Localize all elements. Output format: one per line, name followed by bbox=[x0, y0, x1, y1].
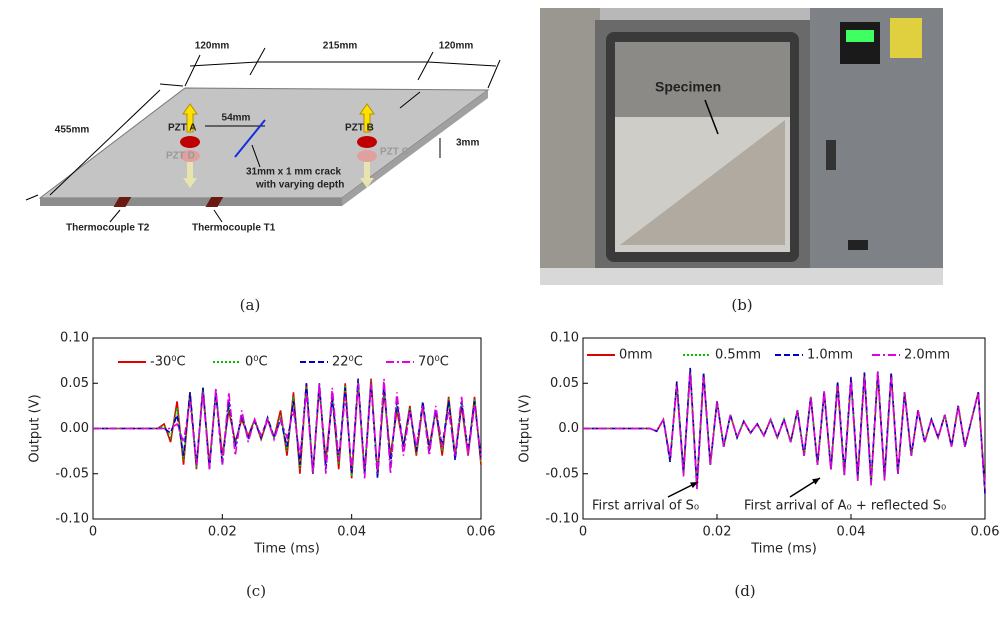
crack-label: 31mm x 1 mm crack bbox=[246, 167, 342, 178]
thermocouple-label: Thermocouple T2 bbox=[66, 223, 150, 234]
series-line bbox=[583, 369, 986, 492]
dimension: 455mm bbox=[55, 125, 90, 136]
arrow-down bbox=[360, 162, 374, 188]
dimension: 120mm bbox=[439, 41, 474, 52]
x-tick-label: 0.04 bbox=[337, 525, 366, 540]
photo-label: Specimen bbox=[655, 79, 721, 95]
annotation: First arrival of A₀ + reflected S₀ bbox=[744, 499, 946, 514]
x-tick-label: 0.02 bbox=[208, 525, 237, 540]
annotation-arrowhead bbox=[690, 482, 698, 489]
y-tick-label: -0.05 bbox=[55, 466, 89, 481]
sensor-label: PZT C bbox=[380, 147, 409, 158]
photo: Specimen bbox=[540, 8, 943, 285]
legend-label: 0mm bbox=[619, 348, 653, 363]
plate-front bbox=[40, 198, 342, 206]
x-tick-label: 0.02 bbox=[703, 525, 732, 540]
x-axis-label: Time (ms) bbox=[750, 542, 817, 557]
caption: (d) bbox=[734, 582, 755, 600]
leader bbox=[251, 144, 261, 168]
x-tick-label: 0.06 bbox=[971, 525, 1000, 540]
series-line bbox=[583, 370, 986, 491]
thermocouple bbox=[113, 197, 132, 207]
dimension: 3mm bbox=[456, 138, 479, 149]
dimension-lines bbox=[25, 47, 501, 201]
door bbox=[540, 8, 600, 285]
y-tick-label: 0.00 bbox=[60, 421, 89, 436]
thermocouple bbox=[205, 197, 224, 207]
legend-label: 1.0mm bbox=[807, 348, 853, 363]
legend-label: 70⁰C bbox=[418, 355, 449, 370]
dimension: 54mm bbox=[222, 113, 251, 124]
arrow-up bbox=[182, 103, 198, 133]
series-line bbox=[93, 378, 482, 479]
arrow-down bbox=[183, 162, 197, 188]
caption: (b) bbox=[731, 296, 752, 314]
controller bbox=[840, 22, 880, 64]
chamber-back bbox=[615, 42, 790, 117]
x-tick-label: 0.06 bbox=[467, 525, 496, 540]
sensor-label: PZT A bbox=[168, 123, 197, 134]
legend-label: 2.0mm bbox=[904, 348, 950, 363]
dimension: 120mm bbox=[195, 41, 230, 52]
y-axis-label: Output (V) bbox=[28, 394, 43, 462]
leader bbox=[213, 209, 223, 223]
specimen bbox=[620, 120, 785, 245]
dimension: 215mm bbox=[323, 41, 358, 52]
plate-diagram: 120mm 215mm 120mm 455mm 54mm 3mm PZT A P… bbox=[25, 41, 501, 234]
pzt bbox=[357, 136, 377, 148]
x-tick-label: 0 bbox=[579, 525, 587, 540]
series-line bbox=[93, 378, 482, 479]
leader bbox=[399, 91, 421, 109]
latch bbox=[826, 140, 836, 170]
y-tick-label: 0.10 bbox=[550, 331, 579, 346]
sensor-label: PZT D bbox=[166, 151, 195, 162]
legend-label: 0⁰C bbox=[245, 355, 268, 370]
crack bbox=[234, 119, 266, 158]
pzt-faded bbox=[180, 150, 200, 162]
y-tick-label: -0.05 bbox=[545, 466, 579, 481]
legend-label: -30⁰C bbox=[150, 355, 186, 370]
table bbox=[540, 268, 943, 285]
annotation-arrowhead bbox=[812, 478, 820, 485]
switch bbox=[848, 240, 868, 250]
display bbox=[846, 30, 874, 42]
y-tick-label: -0.10 bbox=[545, 512, 579, 527]
crack-label: with varying depth bbox=[255, 180, 344, 191]
legend-label: 22⁰C bbox=[332, 355, 363, 370]
sensor-label: PZT B bbox=[345, 123, 374, 134]
legend-label: 0.5mm bbox=[715, 348, 761, 363]
y-axis-label: Output (V) bbox=[518, 394, 533, 462]
arrow-up bbox=[359, 103, 375, 133]
x-tick-label: 0 bbox=[89, 525, 97, 540]
annotation: First arrival of S₀ bbox=[592, 499, 699, 514]
sticker bbox=[890, 18, 922, 58]
y-tick-label: -0.10 bbox=[55, 512, 89, 527]
caption: (c) bbox=[246, 582, 266, 600]
y-tick-label: 0.0 bbox=[558, 421, 579, 436]
x-axis-label: Time (ms) bbox=[253, 542, 320, 557]
y-tick-label: 0.05 bbox=[550, 376, 579, 391]
leader bbox=[109, 209, 121, 223]
thermocouple-label: Thermocouple T1 bbox=[192, 223, 276, 234]
y-tick-label: 0.10 bbox=[60, 331, 89, 346]
plate-side bbox=[342, 90, 488, 206]
pointer bbox=[704, 99, 719, 135]
x-tick-label: 0.04 bbox=[837, 525, 866, 540]
pzt bbox=[180, 136, 200, 148]
pzt-faded bbox=[357, 150, 377, 162]
series-line bbox=[583, 371, 986, 491]
series-line bbox=[583, 367, 986, 494]
y-tick-label: 0.05 bbox=[60, 376, 89, 391]
caption: (a) bbox=[240, 296, 261, 314]
